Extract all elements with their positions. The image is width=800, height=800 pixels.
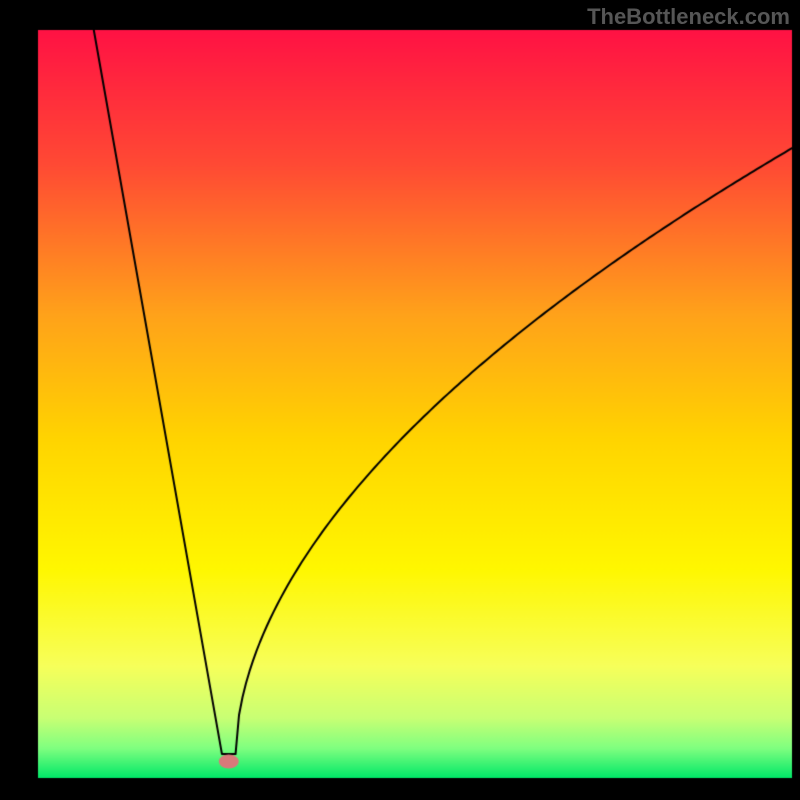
chart-stage: TheBottleneck.com — [0, 0, 800, 800]
watermark-text: TheBottleneck.com — [587, 4, 790, 30]
bottleneck-chart-canvas — [0, 0, 800, 800]
